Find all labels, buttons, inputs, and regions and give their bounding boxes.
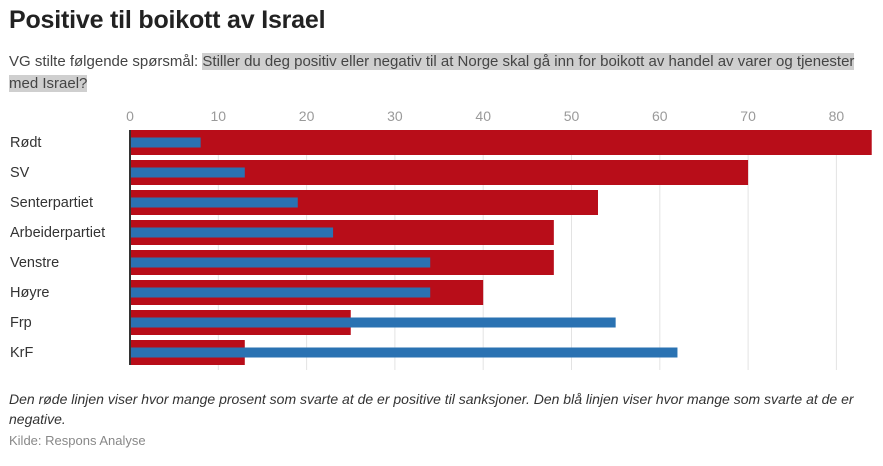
x-tick-label: 10 <box>211 108 227 124</box>
bars <box>130 130 872 365</box>
category-label: SV <box>10 165 30 181</box>
category-label: Venstre <box>10 255 59 271</box>
x-tick-label: 50 <box>564 108 580 124</box>
chart-title: Positive til boikott av Israel <box>9 6 326 34</box>
bar-negative <box>130 197 298 208</box>
x-tick-label: 20 <box>299 108 315 124</box>
x-tick-label: 60 <box>652 108 668 124</box>
bar-negative <box>130 317 616 328</box>
bar-negative <box>130 167 245 178</box>
subtitle-prefix: VG stilte følgende spørsmål: <box>9 53 203 70</box>
bar-negative <box>130 287 431 298</box>
bar-negative <box>130 137 201 148</box>
category-label: Høyre <box>10 285 49 301</box>
bar-negative <box>130 347 678 358</box>
bar-positive <box>130 130 872 155</box>
category-label: Senterpartiet <box>10 195 93 211</box>
category-labels: Rødt SV Senterpartiet Arbeiderpartiet Venstr… <box>10 135 105 361</box>
chart-subtitle: VG stilte følgende spørsmål: Stiller du … <box>9 51 869 95</box>
x-tick-label: 80 <box>829 108 845 124</box>
category-label: Rødt <box>10 135 41 151</box>
bar-negative <box>130 227 334 238</box>
x-axis-ticks: 0 10 20 30 40 50 60 70 80 <box>126 108 844 124</box>
x-tick-label: 0 <box>126 108 134 124</box>
x-tick-label: 30 <box>387 108 403 124</box>
chart-note: Den røde linjen viser hvor mange prosent… <box>9 391 854 427</box>
category-label: Arbeiderpartiet <box>10 225 105 241</box>
category-label: Frp <box>10 315 32 331</box>
chart-source: Kilde: Respons Analyse <box>9 433 146 448</box>
bar-chart: 0 10 20 30 40 50 60 70 80 Rødt SV Senterpartiet Arb… <box>10 108 872 370</box>
x-tick-label: 70 <box>740 108 756 124</box>
x-tick-label: 40 <box>475 108 491 124</box>
category-label: KrF <box>10 345 34 361</box>
bar-negative <box>130 257 431 268</box>
